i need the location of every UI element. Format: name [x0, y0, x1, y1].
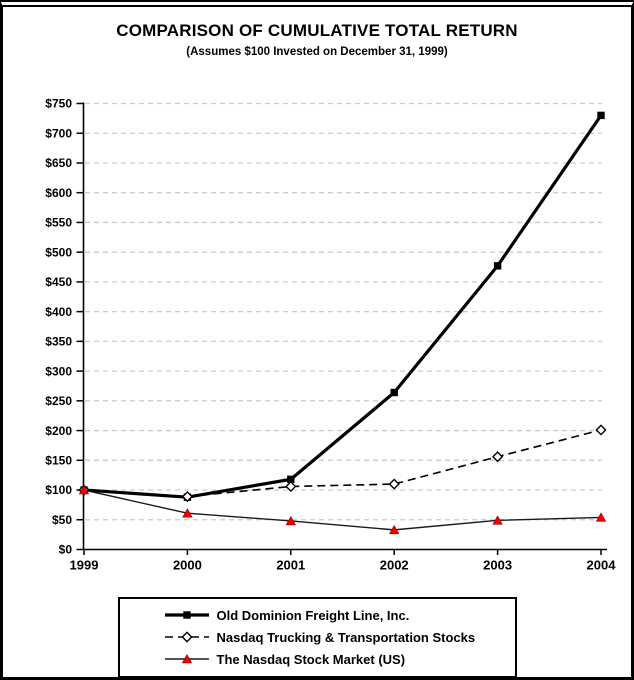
svg-text:$500: $500 — [45, 245, 72, 259]
svg-text:$350: $350 — [45, 335, 72, 349]
svg-text:2004: 2004 — [587, 558, 617, 573]
svg-text:$650: $650 — [45, 156, 72, 170]
legend-line-sample-trucking — [164, 631, 209, 643]
legend-label: Nasdaq Trucking & Transportation Stocks — [216, 629, 476, 645]
legend-label: Old Dominion Freight Line, Inc. — [216, 607, 410, 623]
svg-text:$250: $250 — [45, 394, 72, 408]
legend-label: The Nasdaq Stock Market (US) — [216, 651, 406, 667]
series-0 — [80, 111, 605, 501]
legend-line-sample-nasdaq-us — [164, 653, 209, 664]
svg-text:2003: 2003 — [483, 558, 512, 573]
svg-text:$600: $600 — [45, 186, 72, 200]
legend-item-nasdaq-trucking: Nasdaq Trucking & Transportation Stocks — [164, 626, 505, 648]
series-markers-0 — [80, 111, 605, 501]
legend: Old Dominion Freight Line, Inc. Nasdaq T… — [117, 597, 517, 678]
chart-svg: $0 $50 $100 $150 $200 $250 $300 $350 $400 $450 $50… — [45, 97, 617, 573]
chart-title: COMPARISON OF CUMULATIVE TOTAL RETURN — [116, 21, 518, 40]
legend-line-sample-odfl — [164, 611, 209, 619]
chart-header: COMPARISON OF CUMULATIVE TOTAL RETURN (A… — [3, 19, 631, 60]
svg-text:$100: $100 — [45, 483, 72, 497]
legend-item-odfl: Old Dominion Freight Line, Inc. — [164, 604, 505, 626]
series-2 — [78, 484, 607, 535]
svg-text:$700: $700 — [45, 126, 72, 140]
axes-group — [82, 102, 607, 551]
chart-subtitle: (Assumes $100 Invested on December 31, 1… — [186, 46, 448, 58]
svg-text:1999: 1999 — [70, 558, 99, 573]
series-line-2 — [83, 489, 602, 531]
svg-text:$400: $400 — [45, 305, 72, 319]
svg-text:$300: $300 — [45, 364, 72, 378]
gridlines-group — [85, 102, 602, 521]
ticks-group — [76, 102, 602, 555]
x-tick-labels: 1999 2000 2001 2002 2003 2004 — [70, 558, 617, 573]
svg-text:2002: 2002 — [380, 558, 409, 573]
svg-text:$450: $450 — [45, 275, 72, 289]
legend-item-nasdaq-us: The Nasdaq Stock Market (US) — [164, 648, 505, 670]
series-line-0 — [83, 114, 603, 499]
svg-text:$0: $0 — [59, 543, 73, 557]
svg-text:$150: $150 — [45, 454, 72, 468]
svg-text:2001: 2001 — [276, 558, 305, 573]
svg-text:$750: $750 — [45, 97, 72, 111]
y-tick-labels: $0 $50 $100 $150 $200 $250 $300 $350 $400 $450 $50… — [45, 97, 72, 557]
series-markers-2 — [78, 484, 607, 535]
svg-text:$550: $550 — [45, 216, 72, 230]
svg-text:2000: 2000 — [173, 558, 202, 573]
series-line-1 — [83, 429, 602, 498]
svg-text:$200: $200 — [45, 424, 72, 438]
svg-text:$50: $50 — [52, 513, 72, 527]
